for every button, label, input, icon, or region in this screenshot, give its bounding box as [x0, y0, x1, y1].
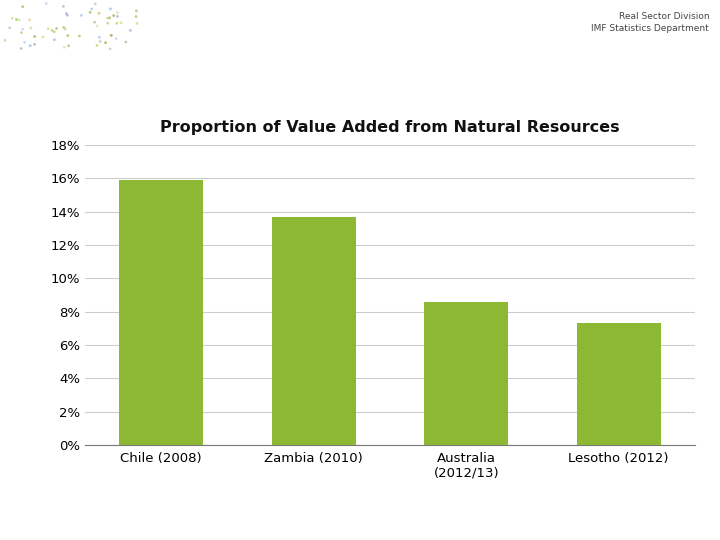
Point [58, 23, 69, 32]
Point [17, 25, 29, 33]
Point [76, 11, 87, 20]
Point [130, 12, 142, 21]
Point [111, 19, 122, 28]
Point [131, 19, 143, 28]
Bar [577, 323, 661, 445]
Point [19, 38, 30, 46]
Point [94, 37, 106, 46]
Point [105, 31, 117, 40]
Point [29, 40, 40, 49]
Point [130, 6, 142, 15]
Point [0, 36, 10, 45]
Point [37, 32, 49, 41]
Point [115, 18, 127, 27]
Point [108, 11, 120, 20]
Point [86, 5, 97, 14]
Point [94, 33, 105, 42]
Point [102, 14, 113, 23]
Point [51, 24, 63, 33]
Point [89, 18, 100, 26]
Point [100, 38, 112, 47]
Point [63, 42, 74, 50]
Point [46, 26, 58, 35]
Point [40, 0, 52, 8]
Text: Proportion of Value Added from Natural Resources: Proportion of Value Added from Natural R… [160, 120, 620, 135]
Point [58, 43, 70, 51]
Point [6, 14, 18, 23]
Point [24, 42, 36, 50]
Point [104, 4, 116, 13]
Point [93, 9, 104, 18]
Bar [120, 180, 203, 445]
Point [62, 31, 73, 40]
Point [24, 16, 35, 24]
Point [4, 24, 15, 32]
Point [91, 41, 103, 50]
Point [16, 28, 27, 37]
Point [42, 24, 54, 33]
Text: IMF Statistics Department: IMF Statistics Department [591, 24, 709, 33]
Point [120, 38, 132, 46]
Point [14, 16, 25, 24]
Point [25, 24, 37, 32]
Point [60, 9, 72, 18]
Point [106, 31, 117, 39]
Bar [424, 302, 508, 445]
Text: Real Sector Division: Real Sector Division [618, 12, 709, 21]
Point [48, 36, 60, 44]
Point [60, 25, 71, 33]
Point [58, 2, 69, 11]
Point [62, 11, 73, 19]
Point [125, 26, 136, 35]
Point [15, 44, 27, 53]
Point [112, 8, 123, 17]
Point [73, 31, 85, 40]
Point [29, 32, 40, 41]
Text: Template Table 1: Importance of
Natural Resource Industries in GDP: Template Table 1: Importance of Natural … [83, 386, 637, 449]
Point [11, 15, 22, 24]
Point [48, 28, 60, 36]
Point [104, 45, 116, 53]
Point [89, 0, 101, 8]
Point [102, 19, 114, 28]
Point [84, 8, 96, 17]
Point [112, 12, 123, 21]
Point [104, 14, 115, 22]
Point [17, 2, 29, 11]
Point [110, 35, 122, 43]
Point [91, 22, 103, 30]
Bar [272, 217, 356, 445]
